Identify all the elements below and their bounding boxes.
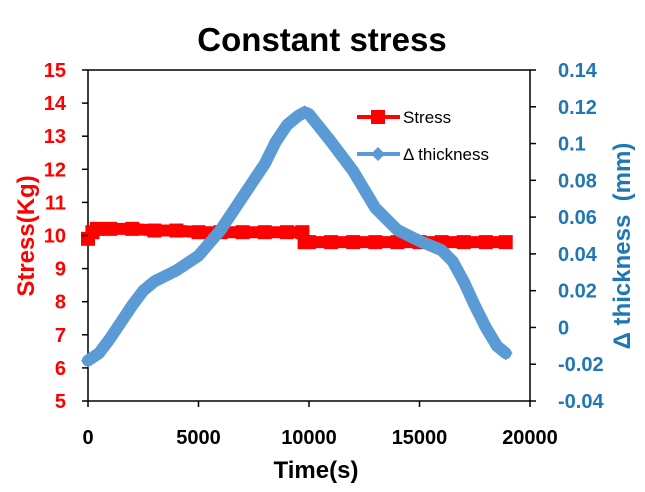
thickness-data-point <box>324 134 339 149</box>
stress-data-point <box>346 235 361 250</box>
legend-thickness-diamond-marker <box>371 147 385 161</box>
stress-data-point <box>147 223 162 238</box>
thickness-data-point <box>92 346 107 361</box>
stress-data-point <box>368 235 383 250</box>
stress-data-point <box>235 225 250 240</box>
thickness-data-point <box>346 164 361 179</box>
y-axis-label-right: Δ thickness (mm) <box>609 143 636 350</box>
y-axis-label-left: Stress(Kg) <box>13 175 40 296</box>
thickness-data-point <box>191 248 206 263</box>
thickness-data-point <box>489 338 504 353</box>
stress-data-point <box>257 225 272 240</box>
stress-data-point <box>302 235 316 250</box>
y-tick-label-right: -0.02 <box>558 354 604 376</box>
stress-data-point <box>456 235 471 250</box>
y-tick-label-left: 11 <box>45 192 66 214</box>
y-tick-label-left: 15 <box>44 60 66 82</box>
y-tick-label-left: 14 <box>44 93 67 115</box>
x-axis-label: Time(s) <box>274 457 359 484</box>
x-tick-label: 0 <box>82 427 93 449</box>
legend: Stress Δ thickness <box>357 108 489 164</box>
y-tick-label-right: 0.02 <box>558 281 597 303</box>
x-tick-label: 5000 <box>176 427 221 449</box>
stress-data-point <box>125 221 140 236</box>
y-tick-label-right: 0.08 <box>558 170 597 192</box>
x-tick-label: 20000 <box>502 427 558 449</box>
stress-data-point <box>191 225 206 240</box>
thickness-data-point <box>478 320 493 335</box>
y-tick-label-left: 13 <box>44 126 66 148</box>
thickness-data-point <box>213 222 228 237</box>
thickness-data-point <box>412 234 427 249</box>
stress-data-point <box>324 235 339 250</box>
y-tick-label-left: 5 <box>55 391 66 413</box>
thickness-data-point <box>169 263 184 278</box>
y-tick-label-right: 0 <box>558 317 569 339</box>
thickness-data-point <box>103 331 118 346</box>
thickness-data-point <box>114 314 129 329</box>
thickness-data-point <box>268 134 283 149</box>
y-tick-label-right: 0.1 <box>558 134 586 156</box>
y-tick-label-left: 8 <box>55 292 66 314</box>
y-tick-label-left: 9 <box>55 259 66 281</box>
stress-data-point <box>498 235 513 250</box>
thickness-data-point <box>390 222 405 237</box>
y-tick-label-right: -0.04 <box>558 391 604 413</box>
thickness-data-point <box>498 346 513 361</box>
y-tick-label-right: 0.14 <box>558 60 598 82</box>
stress-data-point <box>89 221 104 236</box>
thickness-data-point <box>434 243 449 258</box>
stress-data-point <box>390 235 405 250</box>
y-tick-label-left: 12 <box>44 159 66 181</box>
thickness-data-point <box>136 283 151 298</box>
y-tick-label-left: 6 <box>55 358 66 380</box>
y-tick-label-left: 10 <box>44 226 66 248</box>
chart-title: Constant stress <box>197 21 446 58</box>
y-tick-label-right: 0.04 <box>558 244 598 266</box>
x-tick-label: 10000 <box>281 427 337 449</box>
y-tick-label-right: 0.12 <box>558 97 597 119</box>
thickness-data-point <box>257 156 272 171</box>
legend-stress-square-marker <box>371 110 385 124</box>
legend-thickness-label: Δ thickness <box>403 145 489 164</box>
thickness-data-point <box>235 189 250 204</box>
legend-stress-label: Stress <box>403 108 451 127</box>
thickness-data-point <box>81 353 95 368</box>
stress-data-point <box>103 221 118 236</box>
thickness-data-point <box>445 254 460 269</box>
x-tick-label: 15000 <box>392 427 448 449</box>
thickness-data-point <box>279 118 294 133</box>
stress-data-point <box>478 235 493 250</box>
stress-data-point <box>279 225 294 240</box>
y-tick-label-left: 7 <box>55 325 66 347</box>
thickness-data-point <box>147 274 162 289</box>
thickness-data-point <box>125 298 140 313</box>
stress-data-point <box>169 223 184 238</box>
thickness-data-point <box>467 298 482 313</box>
y-tick-label-right: 0.06 <box>558 207 597 229</box>
thickness-data-point <box>368 200 383 215</box>
thickness-data-point <box>456 274 471 289</box>
thickness-data-point <box>302 107 316 122</box>
